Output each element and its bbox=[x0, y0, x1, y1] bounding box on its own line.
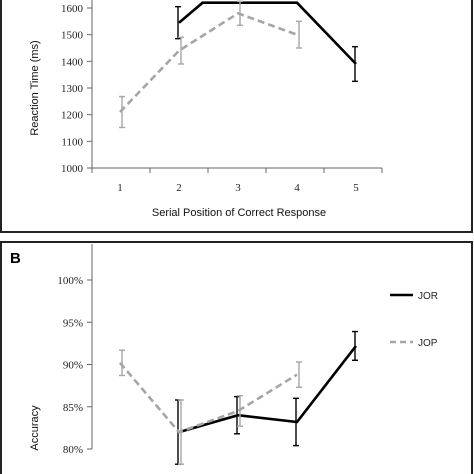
chart-b-ylabel: Accuracy bbox=[29, 405, 41, 451]
chart-a-x-tick-label: 4 bbox=[294, 182, 300, 194]
chart-a-error-bar bbox=[119, 95, 125, 129]
chart-b-y-tick-label: 100% bbox=[57, 275, 83, 287]
chart-a-xlabel: Serial Position of Correct Response bbox=[152, 207, 326, 219]
chart-a-error-bar bbox=[178, 36, 184, 65]
chart-b-error-bar bbox=[293, 397, 299, 447]
chart-a-error-bar bbox=[175, 5, 181, 40]
chart-a: 1000 1100 1200 1300 1400 1500 1600 1 2 3 4 5 bbox=[61, 0, 383, 194]
chart-a-y-tick-label: 1600 bbox=[61, 3, 84, 15]
chart-a-error-bar bbox=[296, 20, 302, 49]
chart-b-y-tick-label: 80% bbox=[63, 444, 83, 456]
legend-jor-label: JOR bbox=[418, 291, 438, 302]
chart-b-series-jor-line bbox=[178, 345, 358, 434]
chart-b-error-bar bbox=[296, 361, 302, 389]
chart-a-y-tick-label: 1000 bbox=[61, 163, 84, 175]
chart-b-error-bar bbox=[237, 395, 243, 427]
chart-b-error-bar bbox=[352, 330, 358, 361]
panel-b-frame bbox=[0, 241, 473, 474]
chart-b-y-tick-label: 85% bbox=[63, 402, 83, 414]
chart-b-error-bar bbox=[119, 349, 125, 377]
legend-jop-label: JOP bbox=[418, 338, 438, 349]
chart-a-ylabel: Reaction Time (ms) bbox=[29, 40, 41, 135]
chart-a-series-jor-line bbox=[178, 1, 357, 65]
panel-a-frame bbox=[0, 0, 473, 233]
chart-a-error-bar bbox=[237, 0, 243, 27]
legend: JOR JOP bbox=[390, 291, 438, 349]
chart-a-y-tick-label: 1300 bbox=[61, 83, 84, 95]
chart-b-y-tick-label: 90% bbox=[63, 360, 83, 372]
panel-b-label: B bbox=[10, 250, 21, 267]
chart-b-y-tick-label: 95% bbox=[63, 317, 83, 329]
chart-a-x-tick-label: 5 bbox=[353, 182, 359, 194]
chart-a-x-tick-label: 3 bbox=[235, 182, 241, 194]
chart-a-error-bar bbox=[352, 45, 358, 83]
chart-a-x-tick-label: 2 bbox=[176, 182, 182, 194]
chart-a-series-jop-line bbox=[119, 11, 298, 113]
chart-b: 80% 85% 90% 95% 100% bbox=[57, 244, 358, 465]
chart-a-y-tick-label: 1400 bbox=[61, 56, 84, 68]
chart-b-error-bar bbox=[234, 395, 240, 435]
chart-a-y-tick-label: 1500 bbox=[61, 30, 84, 42]
chart-a-x-tick-label: 1 bbox=[117, 182, 123, 194]
chart-b-series-jop-line bbox=[119, 361, 298, 434]
chart-b-error-bar bbox=[178, 399, 184, 465]
chart-a-y-tick-label: 1200 bbox=[61, 110, 84, 122]
chart-a-y-tick-label: 1100 bbox=[61, 136, 83, 148]
